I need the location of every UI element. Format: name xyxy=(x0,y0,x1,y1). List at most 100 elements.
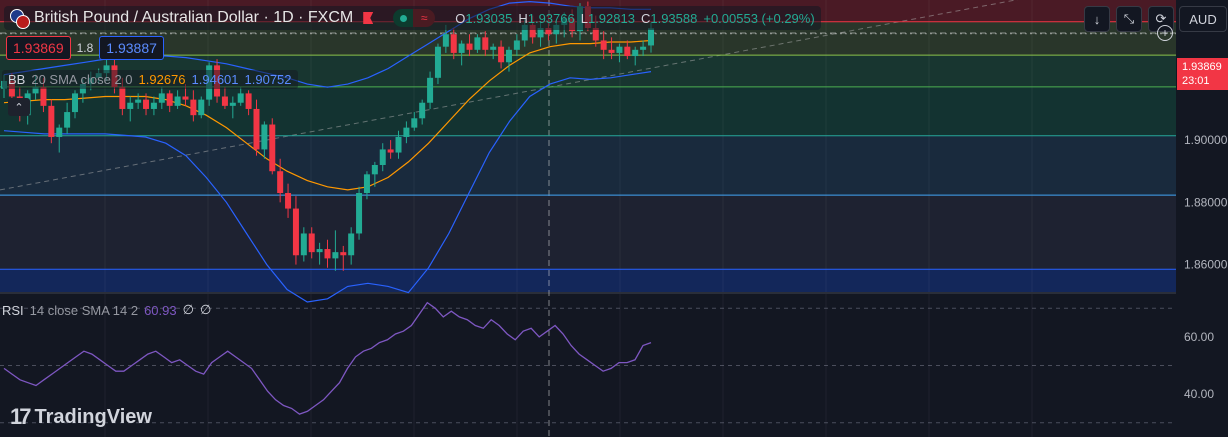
logo-mark: 17 xyxy=(10,404,32,429)
collapse-legend-button[interactable]: ⌃ xyxy=(8,98,30,116)
candle-body-48 xyxy=(379,149,386,165)
candle-body-9 xyxy=(72,93,79,113)
trade-buttons: 1.93869 1.8 1.93887 xyxy=(6,36,164,60)
candle-body-43 xyxy=(340,252,347,256)
trend-line xyxy=(0,0,1019,191)
candle-body-57 xyxy=(450,34,457,53)
candle-body-21 xyxy=(166,93,173,106)
candle-body-53 xyxy=(419,102,426,119)
download-icon[interactable]: ↓ xyxy=(1084,6,1110,32)
price-tick-2: 1.88000 xyxy=(1184,195,1228,209)
candle-body-33 xyxy=(261,124,268,150)
symbol-title[interactable]: British Pound / Australian Dollar · 1D ·… xyxy=(34,9,354,26)
buy-button[interactable]: 1.93887 xyxy=(99,36,164,60)
rsi-line xyxy=(3,301,652,415)
sell-button[interactable]: 1.93869 xyxy=(6,36,71,60)
change-value: +0.00553 (+0.29%) xyxy=(703,10,815,26)
candle-body-39 xyxy=(308,233,315,253)
candle-body-47 xyxy=(371,164,378,175)
candle-body-63 xyxy=(498,46,505,63)
candle-body-19 xyxy=(150,102,157,109)
candle-body-80 xyxy=(632,49,639,57)
candle-body-30 xyxy=(237,93,244,103)
candle-body-75 xyxy=(592,28,599,41)
candle-body-20 xyxy=(158,93,165,103)
candle-body-55 xyxy=(434,46,441,78)
market-status-pill[interactable]: ≈ xyxy=(393,9,436,27)
logo-text: TradingView xyxy=(34,405,152,428)
candle-body-38 xyxy=(300,233,307,256)
candle-body-78 xyxy=(616,46,623,53)
chart-header: British Pound / Australian Dollar · 1D ·… xyxy=(4,6,821,30)
candle-body-77 xyxy=(608,49,615,53)
candle-body-65 xyxy=(513,40,520,50)
bb_lower-line xyxy=(3,71,652,303)
wave-icon: ≈ xyxy=(413,9,436,27)
candle-body-59 xyxy=(466,43,473,50)
candle-body-7 xyxy=(56,127,63,137)
candle-body-6 xyxy=(48,105,55,137)
market-open-icon xyxy=(393,9,414,27)
candle-body-5 xyxy=(40,87,47,106)
bb-legend[interactable]: BB 20 SMA close 2 0 1.92676 1.94601 1.90… xyxy=(2,70,298,89)
candle-body-15 xyxy=(119,87,126,109)
candle-body-35 xyxy=(277,171,284,194)
rsi-value: 60.93 xyxy=(144,302,177,318)
bb_basis-line xyxy=(3,39,652,191)
candle-body-41 xyxy=(324,249,331,259)
bb-params: 20 SMA close 2 0 xyxy=(31,72,133,87)
candle-body-40 xyxy=(316,249,323,253)
rsi-legend[interactable]: RSI 14 close SMA 14 2 60.93 ∅ ∅ xyxy=(2,302,211,318)
candle-body-52 xyxy=(411,118,418,128)
candle-body-58 xyxy=(458,43,465,53)
candle-body-60 xyxy=(474,37,481,50)
ohlc-values: O1.93035 H1.93766 L1.92813 C1.93588 +0.0… xyxy=(455,10,815,26)
candle-body-44 xyxy=(348,233,355,256)
bar-countdown: 23:01 xyxy=(1182,75,1210,87)
currency-pair-icon xyxy=(10,9,30,29)
bb-lower-value: 1.90752 xyxy=(244,72,292,87)
candle-body-4 xyxy=(32,87,39,94)
candle-body-13 xyxy=(103,65,110,74)
candle-body-56 xyxy=(442,34,449,47)
bb-upper-value: 1.94601 xyxy=(191,72,239,87)
candle-body-16 xyxy=(127,102,134,109)
candle-body-23 xyxy=(182,96,189,100)
candle-body-50 xyxy=(395,136,402,153)
candle-body-31 xyxy=(245,93,252,109)
candle-body-25 xyxy=(198,99,205,116)
candle-body-54 xyxy=(427,77,434,103)
last-price-tag: 1.93869 23:01 xyxy=(1177,58,1228,90)
currency-button[interactable]: AUD xyxy=(1179,6,1227,32)
candle-body-81 xyxy=(640,46,647,50)
candle-body-18 xyxy=(143,99,150,109)
plus-icon[interactable]: + xyxy=(1157,25,1173,41)
candle-body-32 xyxy=(253,108,260,150)
candle-body-68 xyxy=(537,28,544,38)
candle-body-42 xyxy=(332,252,339,259)
candle-body-82 xyxy=(648,28,654,46)
candle-body-28 xyxy=(221,96,228,106)
level-zone-4 xyxy=(0,135,1176,196)
rsi-params: 14 close SMA 14 2 xyxy=(29,302,139,318)
candle-body-17 xyxy=(135,99,142,103)
fullscreen-icon[interactable]: ⤡ xyxy=(1116,6,1142,32)
high-value: 1.93766 xyxy=(527,10,575,26)
candle-body-46 xyxy=(363,174,370,194)
tradingview-logo[interactable]: 17 TradingView xyxy=(10,404,152,430)
level-zone-6 xyxy=(0,269,1176,292)
candle-body-66 xyxy=(521,24,528,41)
chart-grid xyxy=(0,0,1176,437)
candle-body-37 xyxy=(292,208,299,256)
bb-basis-value: 1.92676 xyxy=(138,72,186,87)
flag-icon[interactable] xyxy=(363,12,374,24)
candle-body-36 xyxy=(285,193,292,209)
spread-value: 1.8 xyxy=(76,41,94,55)
bb-name: BB xyxy=(8,72,26,87)
chart-toolbar: ↓ ⤡ ⟳ xyxy=(1084,6,1174,32)
rsi-tick-1: 40.00 xyxy=(1184,387,1214,401)
candle-body-67 xyxy=(529,24,536,38)
open-value: 1.93035 xyxy=(465,10,513,26)
candle-body-49 xyxy=(387,149,394,153)
